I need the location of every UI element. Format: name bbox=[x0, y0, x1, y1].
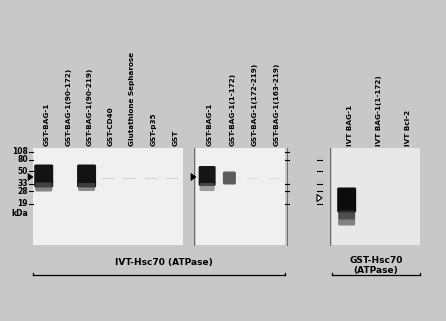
Text: IVT Bcl-2: IVT Bcl-2 bbox=[405, 110, 411, 146]
Text: GST-BAG-1(172-219): GST-BAG-1(172-219) bbox=[252, 63, 258, 146]
Polygon shape bbox=[191, 173, 196, 180]
Polygon shape bbox=[28, 173, 33, 180]
Text: IVT BAG-1: IVT BAG-1 bbox=[347, 105, 353, 146]
FancyBboxPatch shape bbox=[77, 164, 96, 187]
Text: IVT BAG-1(1-172): IVT BAG-1(1-172) bbox=[376, 75, 382, 146]
Text: GST-BAG-1: GST-BAG-1 bbox=[44, 103, 50, 146]
Text: GST-BAG-1(90-219): GST-BAG-1(90-219) bbox=[87, 68, 93, 146]
Bar bbox=[196, 148, 285, 245]
Text: 108: 108 bbox=[12, 148, 28, 157]
Text: GST-BAG-1(90-172): GST-BAG-1(90-172) bbox=[65, 68, 71, 146]
FancyBboxPatch shape bbox=[34, 164, 53, 187]
FancyBboxPatch shape bbox=[35, 183, 52, 192]
FancyBboxPatch shape bbox=[223, 171, 236, 185]
Text: GST-BAG-1: GST-BAG-1 bbox=[207, 103, 213, 146]
Text: GST-Hsc70
(ATPase): GST-Hsc70 (ATPase) bbox=[349, 256, 403, 275]
Bar bbox=[332, 148, 420, 245]
FancyBboxPatch shape bbox=[338, 211, 355, 220]
FancyBboxPatch shape bbox=[200, 183, 215, 191]
FancyBboxPatch shape bbox=[338, 219, 355, 225]
Text: 50: 50 bbox=[18, 167, 28, 176]
Text: GST-BAG-1(1-172): GST-BAG-1(1-172) bbox=[229, 73, 235, 146]
Text: 19: 19 bbox=[17, 199, 28, 209]
Text: GST-p35: GST-p35 bbox=[151, 112, 157, 146]
Text: GST-BAG-1(163-219): GST-BAG-1(163-219) bbox=[274, 63, 280, 146]
Text: kDa: kDa bbox=[11, 210, 28, 219]
Text: GST-CD40: GST-CD40 bbox=[108, 106, 114, 146]
Polygon shape bbox=[317, 195, 322, 202]
Text: IVT-Hsc70 (ATPase): IVT-Hsc70 (ATPase) bbox=[115, 258, 213, 267]
Text: 80: 80 bbox=[17, 155, 28, 164]
FancyBboxPatch shape bbox=[78, 183, 95, 191]
FancyBboxPatch shape bbox=[198, 166, 215, 186]
Bar bbox=[33, 148, 183, 245]
Text: GST: GST bbox=[172, 130, 178, 146]
FancyBboxPatch shape bbox=[337, 187, 356, 213]
Text: 28: 28 bbox=[17, 187, 28, 195]
Text: 33: 33 bbox=[17, 179, 28, 188]
Text: Glutathione Sepharose: Glutathione Sepharose bbox=[129, 52, 136, 146]
